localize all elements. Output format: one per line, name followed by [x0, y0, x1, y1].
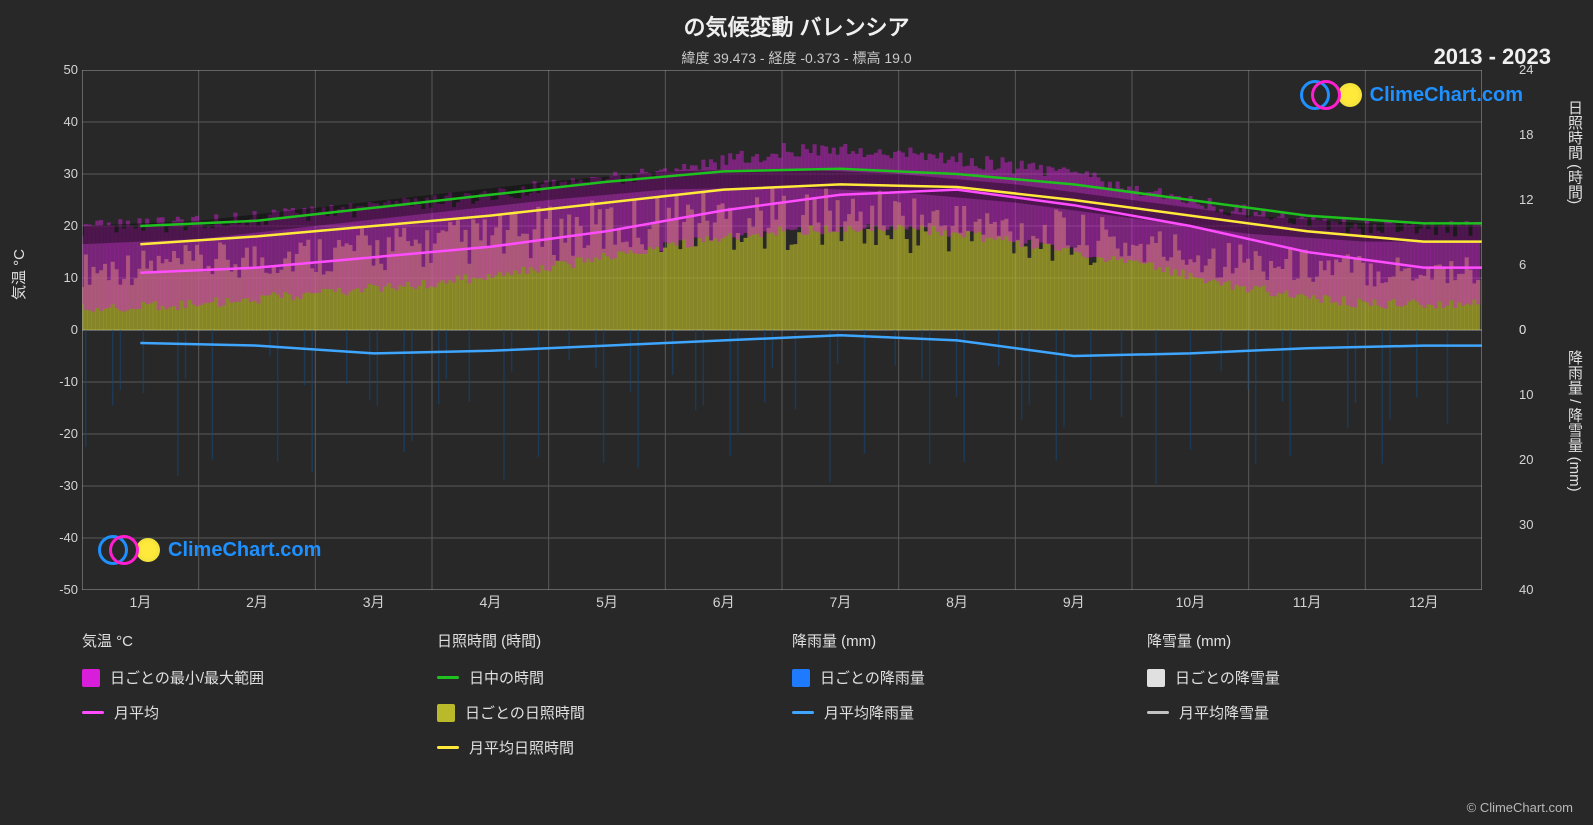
x-tick: 11月: [1249, 592, 1366, 612]
y-left-tick: 50: [40, 62, 78, 77]
y-right-top-axis-label: 日照時間 (時間): [1564, 100, 1585, 204]
x-tick: 12月: [1365, 592, 1482, 612]
brand-watermark-top: ClimeChart.com: [1300, 80, 1523, 110]
x-tick: 5月: [549, 592, 666, 612]
legend-swatch-box: [792, 669, 810, 687]
y-left-axis-label: 気温 °C: [8, 249, 29, 300]
y-left-tick: 20: [40, 218, 78, 233]
legend-col-snowfall: 降雪量 (mm) 日ごとの降雪量月平均降雪量: [1147, 630, 1482, 758]
legend-label: 月平均降雨量: [824, 702, 914, 723]
y-right-bottom-tick: 10: [1519, 387, 1555, 402]
legend-swatch-line: [82, 711, 104, 714]
x-tick: 8月: [899, 592, 1016, 612]
x-tick: 6月: [665, 592, 782, 612]
y-left-tick: 40: [40, 114, 78, 129]
logo-rings-icon: [98, 535, 128, 565]
legend-label: 日中の時間: [469, 667, 544, 688]
x-axis-ticks: 1月2月3月4月5月6月7月8月9月10月11月12月: [82, 592, 1482, 612]
y-left-tick: -10: [40, 374, 78, 389]
y-right-bottom-tick: 30: [1519, 517, 1555, 532]
chart-subtitle: 緯度 39.473 - 経度 -0.373 - 標高 19.0: [0, 42, 1593, 68]
legend-item: 日ごとの日照時間: [437, 702, 772, 723]
y-right-bottom-tick: 0: [1519, 322, 1555, 337]
y-left-tick: -30: [40, 478, 78, 493]
y-left-tick: 0: [40, 322, 78, 337]
y-left-tick: -50: [40, 582, 78, 597]
x-tick: 4月: [432, 592, 549, 612]
brand-text: ClimeChart.com: [168, 539, 321, 562]
y-right-top-tick: 12: [1519, 192, 1555, 207]
legend-label: 月平均: [114, 702, 159, 723]
legend-item: 月平均日照時間: [437, 737, 772, 758]
logo-rings-icon: [1300, 80, 1330, 110]
y-right-bottom-axis-label: 降雨量 / 降雪量 (mm): [1564, 350, 1585, 492]
copyright-text: © ClimeChart.com: [1467, 800, 1573, 815]
y-right-bottom-tick: 40: [1519, 582, 1555, 597]
y-left-tick: 10: [40, 270, 78, 285]
legend-swatch-box: [437, 704, 455, 722]
logo-sun-icon: [1338, 83, 1362, 107]
y-right-bottom-tick: 20: [1519, 452, 1555, 467]
legend-item: 月平均: [82, 702, 417, 723]
legend-swatch-line: [1147, 711, 1169, 714]
legend-col-temperature: 気温 °C 日ごとの最小/最大範囲月平均: [82, 630, 417, 758]
y-left-tick: -20: [40, 426, 78, 441]
y-left-tick: 30: [40, 166, 78, 181]
legend-item: 月平均降雪量: [1147, 702, 1482, 723]
chart-plot-area: [82, 70, 1482, 590]
y-left-tick: -40: [40, 530, 78, 545]
x-tick: 7月: [782, 592, 899, 612]
legend-item: 日ごとの降雪量: [1147, 667, 1482, 688]
legend-header-temp: 気温 °C: [82, 630, 417, 651]
legend-item: 月平均降雨量: [792, 702, 1127, 723]
legend-label: 日ごとの最小/最大範囲: [110, 667, 264, 688]
x-tick: 9月: [1015, 592, 1132, 612]
legend-header-snow: 降雪量 (mm): [1147, 630, 1482, 651]
legend-col-daylight: 日照時間 (時間) 日中の時間日ごとの日照時間月平均日照時間: [437, 630, 772, 758]
legend-swatch-box: [1147, 669, 1165, 687]
y-right-top-tick: 6: [1519, 257, 1555, 272]
legend-label: 日ごとの降雪量: [1175, 667, 1280, 688]
legend-col-rainfall: 降雨量 (mm) 日ごとの降雨量月平均降雨量: [792, 630, 1127, 758]
y-right-top-tick: 24: [1519, 62, 1555, 77]
brand-watermark-bottom: ClimeChart.com: [98, 535, 321, 565]
legend-container: 気温 °C 日ごとの最小/最大範囲月平均 日照時間 (時間) 日中の時間日ごとの…: [82, 630, 1482, 758]
legend-swatch-line: [792, 711, 814, 714]
legend-item: 日中の時間: [437, 667, 772, 688]
legend-label: 日ごとの降雨量: [820, 667, 925, 688]
legend-label: 日ごとの日照時間: [465, 702, 585, 723]
legend-item: 日ごとの最小/最大範囲: [82, 667, 417, 688]
chart-title: の気候変動 バレンシア: [0, 0, 1593, 42]
legend-swatch-line: [437, 746, 459, 749]
x-tick: 2月: [199, 592, 316, 612]
logo-sun-icon: [136, 538, 160, 562]
legend-swatch-line: [437, 676, 459, 679]
legend-label: 月平均日照時間: [469, 737, 574, 758]
legend-header-daylight: 日照時間 (時間): [437, 630, 772, 651]
legend-label: 月平均降雪量: [1179, 702, 1269, 723]
y-right-top-tick: 18: [1519, 127, 1555, 142]
legend-item: 日ごとの降雨量: [792, 667, 1127, 688]
legend-header-rain: 降雨量 (mm): [792, 630, 1127, 651]
x-tick: 10月: [1132, 592, 1249, 612]
legend-swatch-box: [82, 669, 100, 687]
x-tick: 1月: [82, 592, 199, 612]
x-tick: 3月: [315, 592, 432, 612]
brand-text: ClimeChart.com: [1370, 84, 1523, 107]
